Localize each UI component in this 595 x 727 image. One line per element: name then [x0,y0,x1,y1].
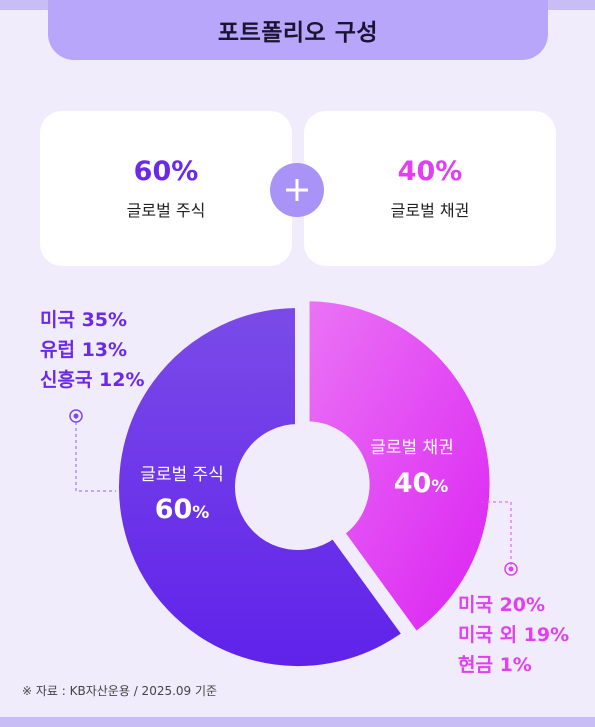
equity-card: 60% 글로벌 주식 [40,111,292,266]
bond-card: 40% 글로벌 채권 [304,111,556,266]
pie-slice-bond [303,295,496,638]
slice-label-bond-name: 글로벌 채권 [370,438,454,458]
bond-breakdown-item: 미국 외 19% [458,624,570,646]
bond-percent: 40% [397,156,463,187]
donut-hole [238,427,358,547]
equity-breakdown-item: 미국 35% [40,309,128,331]
source-footnote: ※ 자료 : KB자산운용 / 2025.09 기준 [22,684,218,698]
equity-breakdown-item: 유럽 13% [40,339,128,361]
equity-label: 글로벌 주식 [126,201,206,220]
slice-label-equity-value: 60% [155,494,210,525]
plus-icon [270,163,324,217]
equity-breakdown-item: 신흥국 12% [40,369,145,391]
bottom-strip [0,717,595,727]
slice-label-bond-value: 40% [394,468,449,499]
bond-breakdown-list: 미국 20% 미국 외 19% 현금 1% [458,590,569,680]
equity-breakdown-list: 미국 35% 유럽 13% 신흥국 12% [40,305,145,395]
bond-breakdown-item: 현금 1% [458,654,532,676]
title-banner: 포트폴리오 구성 [48,0,548,60]
equity-percent: 60% [133,156,199,187]
bond-leader [481,501,518,576]
equity-leader [69,409,116,492]
slice-label-equity-name: 글로벌 주식 [140,465,224,485]
bond-label: 글로벌 채권 [390,201,470,220]
page-title: 포트폴리오 구성 [217,20,379,46]
bond-breakdown-item: 미국 20% [458,594,546,616]
